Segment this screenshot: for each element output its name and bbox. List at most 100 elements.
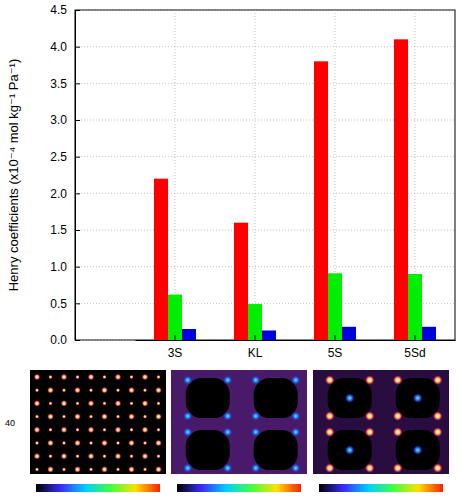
tick-mark: [75, 193, 80, 194]
tick-mark: [75, 120, 80, 121]
density-spot: [102, 375, 106, 379]
tick: 4.0: [50, 40, 80, 54]
density-spot: [251, 427, 261, 437]
density-spot: [433, 411, 443, 421]
grid: [75, 10, 455, 340]
density-spot: [128, 387, 135, 394]
density-spot: [129, 401, 133, 405]
density-spot: [89, 467, 93, 471]
tick: 2.0: [50, 187, 80, 201]
density-spot: [35, 388, 39, 392]
tick: 2.5: [50, 150, 80, 164]
pore: [186, 378, 230, 418]
tick: 3S: [168, 335, 183, 360]
density-spot: [34, 426, 41, 433]
panel-background: [171, 370, 307, 474]
density-spot: [155, 440, 162, 447]
tick-label: 1.0: [50, 260, 67, 274]
plot-frame: [75, 10, 455, 340]
tick-mark: [415, 335, 416, 340]
pore: [254, 378, 298, 418]
tick-label: 2.0: [50, 187, 67, 201]
density-spot: [88, 426, 95, 433]
density-spot: [35, 414, 39, 418]
tick-mark: [255, 335, 256, 340]
density-spot: [251, 375, 261, 385]
density-spot: [34, 453, 41, 460]
tick-mark: [335, 335, 336, 340]
density-spot: [48, 375, 52, 379]
density-spot: [155, 466, 162, 473]
color-bar: [177, 484, 301, 492]
density-spot: [155, 387, 162, 394]
density-spot: [365, 375, 375, 385]
density-panel: [313, 370, 449, 474]
grid-line: [255, 10, 256, 340]
density-spot: [74, 387, 81, 394]
bar: [342, 327, 356, 340]
density-spot: [47, 387, 54, 394]
panel-background: [30, 370, 166, 474]
tick: 0.0: [50, 333, 80, 347]
bar: [314, 61, 328, 340]
x-axis: 3SKL5S5Sd: [136, 335, 456, 360]
density-spot: [155, 413, 162, 420]
density-spot: [291, 375, 301, 385]
density-spot: [74, 466, 81, 473]
axis-line: [75, 11, 76, 341]
density-spot: [365, 427, 375, 437]
tick-label: 0.0: [50, 333, 67, 347]
density-spot: [74, 413, 81, 420]
density-spot: [143, 388, 147, 392]
density-spot: [116, 467, 120, 471]
tick-label: 3S: [168, 346, 183, 360]
density-spot: [48, 454, 52, 458]
density-spot: [413, 393, 423, 403]
density-spot: [183, 427, 193, 437]
density-spot: [129, 375, 133, 379]
density-spot: [129, 428, 133, 432]
density-spot: [102, 401, 106, 405]
tick-label: 2.5: [50, 150, 67, 164]
tick: 4.5: [50, 3, 80, 17]
color-bar: [36, 484, 160, 492]
bar: [234, 223, 248, 340]
density-spot: [142, 453, 149, 460]
density-spot: [101, 387, 108, 394]
density-spot: [223, 463, 233, 473]
tick-label: KL: [248, 346, 263, 360]
axis-line: [136, 340, 456, 341]
tick: 3.5: [50, 77, 80, 91]
tick-label: 5Sd: [404, 346, 425, 360]
density-spot: [393, 427, 403, 437]
density-spot: [128, 413, 135, 420]
grid-line: [75, 10, 455, 11]
density-spot: [35, 467, 39, 471]
density-spot: [143, 414, 147, 418]
density-spot: [129, 454, 133, 458]
density-spot: [47, 413, 54, 420]
density-spot: [223, 427, 233, 437]
tick-mark: [75, 340, 80, 341]
density-spot: [325, 411, 335, 421]
density-spot: [413, 445, 423, 455]
density-spot: [142, 400, 149, 407]
density-spot: [88, 453, 95, 460]
density-spot: [116, 388, 120, 392]
tick-mark: [175, 335, 176, 340]
density-spot: [156, 401, 160, 405]
density-spot: [156, 428, 160, 432]
density-spot: [88, 400, 95, 407]
density-spot: [34, 400, 41, 407]
density-spot: [345, 445, 355, 455]
density-spot: [345, 393, 355, 403]
density-spot: [115, 374, 122, 381]
bar: [262, 330, 276, 340]
tick: 5Sd: [404, 335, 425, 360]
density-spot: [48, 401, 52, 405]
density-spot: [47, 440, 54, 447]
tick: 0.5: [50, 297, 80, 311]
density-spot: [325, 463, 335, 473]
density-spot: [433, 375, 443, 385]
density-spot: [143, 441, 147, 445]
